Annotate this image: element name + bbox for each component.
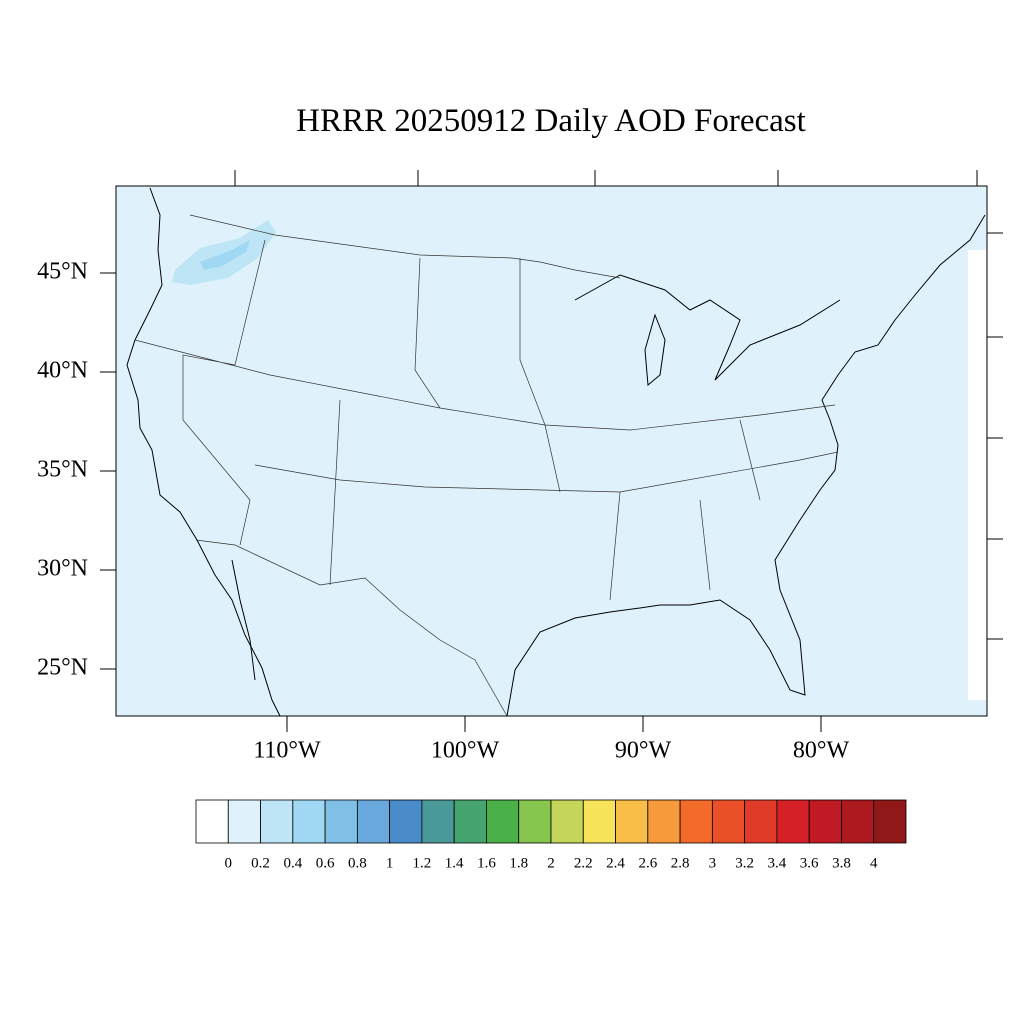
colorbar-label: 2 xyxy=(547,855,555,871)
lon-label: 100°W xyxy=(431,738,500,764)
axes: 45°N 40°N 35°N 30°N 25°N 110°W 100°W 90°W 80°W xyxy=(37,259,849,764)
lat-label: 40°N xyxy=(37,358,88,384)
colorbar-label: 2.4 xyxy=(606,855,625,871)
colorbar-box xyxy=(324,799,358,844)
no-data-strip xyxy=(968,250,986,700)
lat-label: 35°N xyxy=(37,457,88,483)
colorbar-label: 2.6 xyxy=(638,855,657,871)
pacific-coast xyxy=(126,187,281,717)
colorbar-label: 0.8 xyxy=(348,855,367,871)
colorbar-box xyxy=(486,799,520,844)
colorbar-box xyxy=(356,799,391,844)
baja-coast xyxy=(231,559,256,681)
colorbar-label: 3.8 xyxy=(832,855,851,871)
colorbar-label: 0 xyxy=(225,855,233,871)
colorbar-box xyxy=(647,799,681,844)
lon-label: 110°W xyxy=(253,738,321,764)
map-area xyxy=(115,170,1003,717)
colorbar-label: 1.2 xyxy=(413,855,432,871)
colorbar-label: 3.2 xyxy=(735,855,754,871)
lat-label: 25°N xyxy=(37,655,88,681)
state-borders xyxy=(134,239,839,601)
colorbar: 0 0.2 0.4 0.6 0.8 1 1.2 1.4 1.6 1.8 2 2.2 2.4 2.6 2.8 3… xyxy=(195,799,907,871)
colorbar-label: 1.6 xyxy=(477,855,496,871)
colorbar-box xyxy=(518,799,552,844)
colorbar-label: 2.2 xyxy=(574,855,593,871)
colorbar-box xyxy=(841,799,875,844)
colorbar-label: 3.6 xyxy=(800,855,819,871)
colorbar-box xyxy=(227,799,261,844)
colorbar-label: 1.8 xyxy=(509,855,528,871)
colorbar-label: 2.8 xyxy=(671,855,690,871)
colorbar-box xyxy=(711,799,746,844)
frame-ticks xyxy=(234,170,1003,640)
colorbar-box xyxy=(808,799,842,844)
colorbar-box xyxy=(744,799,778,844)
title: HRRR 20250912 Daily AOD Forecast xyxy=(296,103,806,139)
colorbar-label: 4 xyxy=(870,855,878,871)
colorbar-box xyxy=(615,799,649,844)
colorbar-label: 1 xyxy=(386,855,394,871)
colorbar-label: 1.4 xyxy=(445,855,464,871)
colorbar-box xyxy=(292,799,326,844)
colorbar-box xyxy=(195,799,229,844)
lake-michigan xyxy=(644,313,666,386)
colorbar-box xyxy=(550,799,584,844)
colorbar-box xyxy=(453,799,487,844)
smoke-core xyxy=(200,240,250,270)
canada-border xyxy=(189,214,621,279)
lat-label: 30°N xyxy=(37,556,88,582)
colorbar-label: 0.2 xyxy=(251,855,270,871)
colorbar-label: 0.6 xyxy=(316,855,335,871)
colorbar-label: 3 xyxy=(709,855,717,871)
smoke-plume xyxy=(172,220,276,285)
colorbar-box xyxy=(582,799,616,844)
lon-label: 80°W xyxy=(793,738,850,764)
colorbar-label: 0.4 xyxy=(283,855,302,871)
lon-label: 90°W xyxy=(615,738,672,764)
great-lakes xyxy=(574,274,841,381)
colorbar-box xyxy=(421,799,455,844)
mexico-border xyxy=(195,539,508,717)
colorbar-label: 3.4 xyxy=(768,855,787,871)
lat-label: 45°N xyxy=(37,259,88,285)
colorbar-box xyxy=(873,799,907,844)
colorbar-box xyxy=(776,799,810,844)
colorbar-box xyxy=(389,799,423,844)
colorbar-box xyxy=(679,799,713,844)
colorbar-box xyxy=(260,799,294,844)
map-frame xyxy=(115,185,988,717)
atlantic-gulf-coast xyxy=(506,214,986,717)
